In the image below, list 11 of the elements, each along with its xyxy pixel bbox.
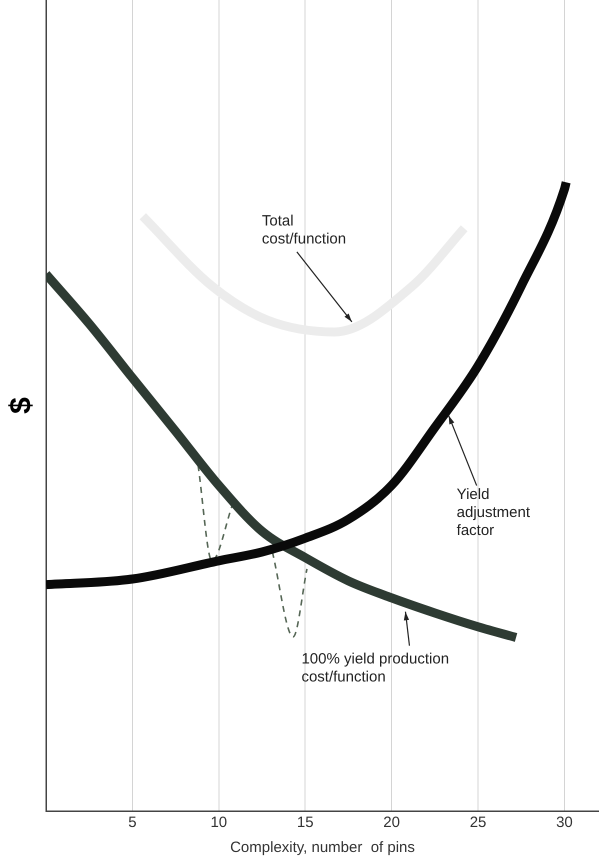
x-tick-label: 25	[470, 814, 486, 832]
x-tick-label: 10	[210, 814, 228, 832]
x-tick-label: 20	[383, 814, 400, 832]
y-axis-title: $	[4, 396, 38, 414]
annotation: Yield adjustment factor	[456, 486, 531, 540]
annotation: 100% yield production cost/function	[301, 650, 450, 686]
x-tick-label: 5	[128, 814, 137, 832]
annotation: Total cost/function	[262, 212, 346, 248]
x-tick-label: 15	[296, 814, 314, 832]
x-tick-label: 30	[556, 814, 573, 832]
x-axis-title: Complexity, number of pins	[230, 839, 415, 856]
